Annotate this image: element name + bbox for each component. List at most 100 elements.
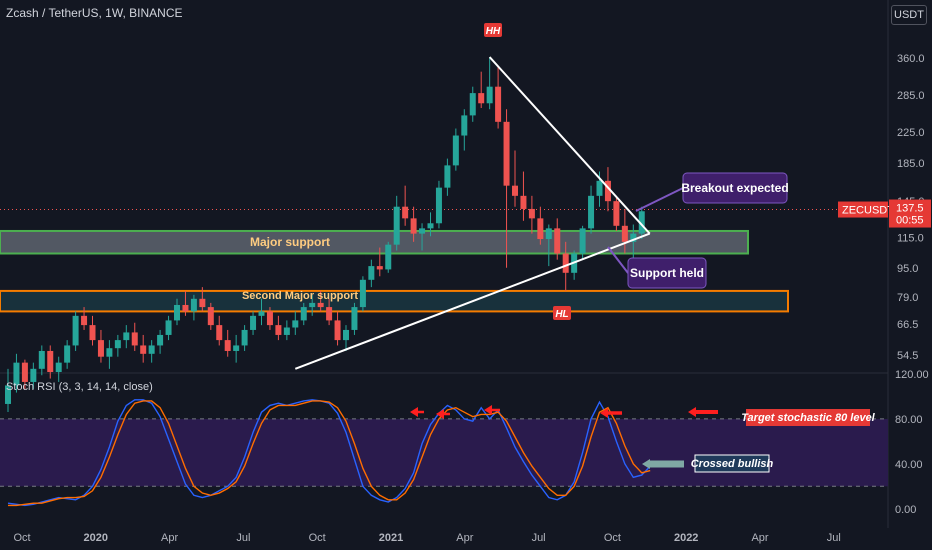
candle-body: [174, 304, 180, 321]
hh-marker: [484, 23, 502, 37]
candle-body: [199, 298, 206, 308]
candle-body: [266, 311, 273, 326]
candle-body: [97, 340, 104, 357]
major-support-label: Major support: [250, 235, 330, 249]
candle-body: [495, 86, 502, 122]
candle-body: [114, 340, 121, 349]
candle-body: [157, 334, 164, 346]
price-tick-label: 360.0: [897, 53, 925, 65]
candle-body: [81, 315, 88, 326]
breakout-callout-pointer: [635, 187, 684, 212]
candle-body: [554, 228, 561, 254]
chart-title: Zcash / TetherUS, 1W, BINANCE: [6, 6, 183, 20]
candle-body: [148, 345, 155, 354]
candle-body: [13, 362, 20, 386]
stoch-rsi-panel: [0, 399, 888, 507]
candle-body: [275, 325, 282, 335]
breakout-callout: [682, 172, 788, 204]
candle-body: [38, 350, 45, 369]
time-tick-label: Jul: [236, 532, 250, 544]
target-stochastic-label: Target stochastic 80 level: [741, 412, 875, 424]
target-arrow-head: [688, 407, 696, 417]
red-arrow-head: [600, 408, 608, 418]
crossed-bullish-label: Crossed bullish: [691, 458, 774, 470]
hl-marker-label: HL: [555, 309, 568, 320]
candle-body: [317, 302, 324, 308]
rsi-band: [0, 418, 888, 487]
candle-body: [435, 187, 442, 224]
candle-body: [300, 307, 307, 321]
candle-body: [326, 307, 333, 321]
candle-body: [469, 93, 476, 116]
candle-body: [21, 362, 28, 382]
candle-body: [385, 244, 392, 270]
candle-body: [604, 180, 611, 202]
support-held-callout-label: Support held: [630, 266, 704, 280]
candle-body: [393, 206, 400, 245]
candle-body: [537, 218, 544, 240]
candle-body: [5, 385, 11, 404]
time-tick-label: 2021: [379, 532, 403, 544]
candle-body: [165, 320, 172, 335]
candle-body: [30, 368, 37, 382]
symbol-tag: [838, 201, 888, 218]
candle-body: [630, 233, 637, 242]
candles: [5, 57, 645, 413]
hh-marker-label: HH: [486, 26, 501, 37]
candle-body: [512, 185, 518, 196]
price-axis: 360.0285.0225.0185.0145.0115.095.079.066…: [13, 53, 931, 544]
time-tick-label: Jul: [827, 532, 841, 544]
target-stochastic-box: [746, 409, 870, 426]
time-tick-label: Apr: [161, 532, 178, 544]
candle-body: [579, 228, 586, 254]
candle-body: [503, 121, 510, 186]
candle-body: [47, 350, 54, 372]
crossed-bullish-arrow-head: [642, 459, 650, 469]
candle-body: [638, 211, 645, 234]
time-tick-label: Oct: [604, 532, 621, 544]
red-arrow-head: [436, 409, 444, 419]
currency-button[interactable]: USDT: [891, 5, 927, 25]
candle-body: [55, 362, 62, 372]
candle-body: [461, 115, 468, 136]
candle-body: [613, 201, 620, 226]
price-tick-label: 185.0: [897, 158, 925, 170]
candle-body: [486, 86, 493, 104]
candle-body: [528, 208, 535, 219]
candle-body: [334, 320, 341, 341]
candle-body: [123, 332, 130, 341]
candle-body: [621, 225, 628, 242]
candle-body: [596, 180, 603, 196]
price-tick-label: 285.0: [897, 90, 925, 102]
price-tick-label: 115.0: [897, 233, 924, 245]
rsi-tick-label: 80.00: [895, 414, 923, 426]
stoch-k-line: [7, 399, 651, 507]
candle-body: [351, 307, 358, 330]
price-tick-label: 54.5: [897, 350, 918, 362]
candle-body: [359, 279, 366, 308]
support-held-callout: [627, 257, 707, 289]
rsi-tick-label: 120.00: [895, 369, 929, 381]
candle-body: [419, 228, 426, 234]
breakout-callout-label: Breakout expected: [681, 181, 788, 195]
candle-body: [250, 315, 257, 330]
candle-body: [309, 302, 316, 308]
price-tick-label: 66.5: [897, 319, 918, 331]
time-tick-label: Oct: [309, 532, 326, 544]
candle-body: [224, 340, 231, 351]
candle-body: [258, 311, 265, 316]
rsi-tick-label: 0.00: [895, 504, 916, 516]
rsi-tick-label: 40.00: [895, 459, 923, 471]
second-support-label: Second Major support: [242, 290, 358, 302]
candle-body: [343, 329, 349, 341]
price-tick-label: 95.0: [897, 263, 918, 275]
descending-trendline: [488, 56, 651, 235]
candle-body: [64, 345, 71, 363]
candle-body: [368, 266, 375, 280]
stoch-rsi-title: Stoch RSI (3, 3, 14, 14, close): [6, 381, 153, 393]
candle-body: [106, 348, 113, 357]
price-tick-label: 79.0: [897, 292, 918, 304]
candle-body: [410, 218, 417, 234]
candle-body: [216, 325, 223, 341]
